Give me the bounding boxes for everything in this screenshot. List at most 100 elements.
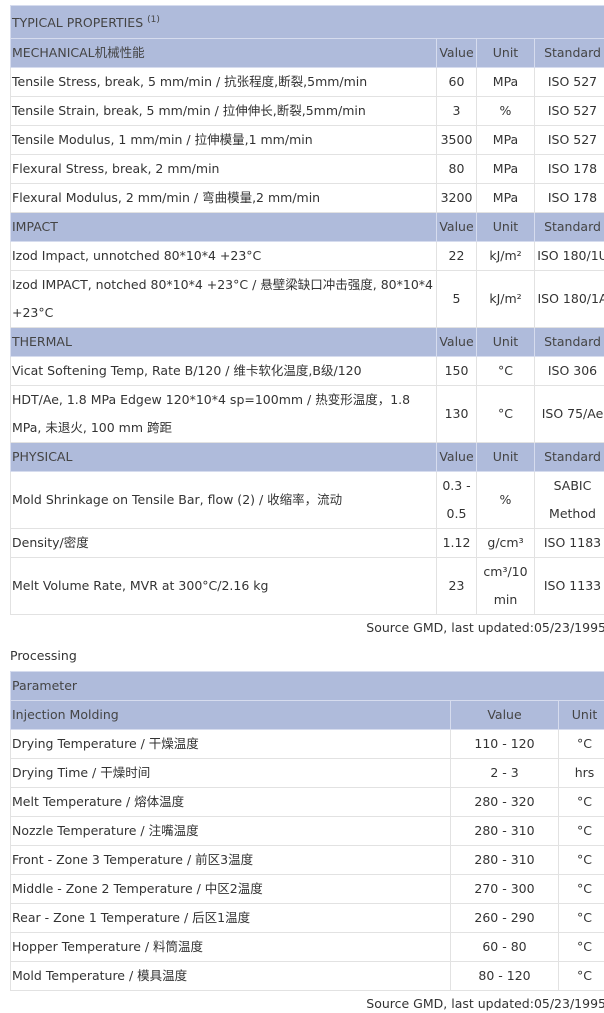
section-header-row: PHYSICAL Value Unit Standard	[10, 442, 604, 472]
property-name: Tensile Stress, break, 5 mm/min / 抗张程度,断…	[10, 67, 437, 97]
property-name: Tensile Modulus, 1 mm/min / 拉伸模量,1 mm/mi…	[10, 125, 437, 155]
standard-header: Standard	[534, 38, 604, 68]
parameter-unit: °C	[557, 816, 604, 846]
value-header: Value	[436, 38, 477, 68]
property-name: Flexural Stress, break, 2 mm/min	[10, 154, 437, 184]
table-row: Flexural Stress, break, 2 mm/min 80 MPa ISO…	[10, 154, 604, 184]
table-row: Rear - Zone 1 Temperature / 后区1温度 260 - 2…	[10, 903, 604, 933]
parameter-unit: °C	[557, 874, 604, 904]
table-row: Mold Shrinkage on Tensile Bar, flow (2) …	[10, 471, 604, 529]
property-value: 0.3 - 0.5	[436, 471, 477, 529]
parameter-value: 280 - 320	[450, 787, 559, 817]
unit-header: Unit	[557, 700, 604, 730]
table-row: Izod Impact, unnotched 80*10*4 +23°C 22 kJ…	[10, 241, 604, 271]
table-row: Hopper Temperature / 料筒温度 60 - 80 °C	[10, 932, 604, 962]
parameter-unit: hrs	[557, 758, 604, 788]
section-name: IMPACT	[10, 212, 437, 242]
processing-heading: Processing	[10, 648, 77, 663]
property-value: 3	[436, 96, 477, 126]
parameter-value: 280 - 310	[450, 816, 559, 846]
property-value: 80	[436, 154, 477, 184]
table-row: Middle - Zone 2 Temperature / 中区2温度 270 -…	[10, 874, 604, 904]
parameter-unit: °C	[557, 787, 604, 817]
section-header-row: Injection Molding Value Unit	[10, 700, 604, 730]
parameter-value: 270 - 300	[450, 874, 559, 904]
parameter-name: Hopper Temperature / 料筒温度	[10, 932, 451, 962]
table-row: Melt Temperature / 熔体温度 280 - 320 °C	[10, 787, 604, 817]
parameter-value: 80 - 120	[450, 961, 559, 991]
property-standard: ISO 527	[534, 67, 604, 97]
value-header: Value	[450, 700, 559, 730]
parameter-name: Nozzle Temperature / 注嘴温度	[10, 816, 451, 846]
parameter-value: 260 - 290	[450, 903, 559, 933]
table-row: Front - Zone 3 Temperature / 前区3温度 280 - …	[10, 845, 604, 875]
property-value: 22	[436, 241, 477, 271]
typical-properties-table: TYPICAL PROPERTIES (1) MECHANICAL机械性能 Val…	[10, 5, 604, 615]
unit-header: Unit	[476, 38, 535, 68]
processing-source-note: Source GMD, last updated:05/23/1995	[366, 996, 604, 1011]
property-value: 150	[436, 356, 477, 386]
section-name: PHYSICAL	[10, 442, 437, 472]
table-row: Mold Temperature / 模具温度 80 - 120 °C	[10, 961, 604, 991]
property-standard: ISO 1133	[534, 557, 604, 615]
property-unit: °C	[476, 385, 535, 443]
property-name: Melt Volume Rate, MVR at 300°C/2.16 kg	[10, 557, 437, 615]
section-name: MECHANICAL机械性能	[10, 38, 437, 68]
property-standard: ISO 178	[534, 183, 604, 213]
table-row: Izod IMPACT, notched 80*10*4 +23°C / 悬壁梁…	[10, 270, 604, 328]
parameter-value: 60 - 80	[450, 932, 559, 962]
property-unit: %	[476, 96, 535, 126]
processing-table: Parameter Injection Molding Value Unit Dry…	[9, 671, 604, 991]
property-value: 3200	[436, 183, 477, 213]
property-value: 60	[436, 67, 477, 97]
property-unit: %	[476, 471, 535, 529]
unit-header: Unit	[476, 212, 535, 242]
property-unit: kJ/m²	[476, 241, 535, 271]
property-standard: SABIC Method	[534, 471, 604, 529]
property-value: 130	[436, 385, 477, 443]
property-name: Flexural Modulus, 2 mm/min / 弯曲模量,2 mm/m…	[10, 183, 437, 213]
property-unit: °C	[476, 356, 535, 386]
section-name: Injection Molding	[10, 700, 451, 730]
parameter-value: 2 - 3	[450, 758, 559, 788]
section-header-row: THERMAL Value Unit Standard	[10, 327, 604, 357]
parameter-name: Drying Temperature / 干燥温度	[10, 729, 451, 759]
property-name: Izod Impact, unnotched 80*10*4 +23°C	[10, 241, 437, 271]
property-standard: ISO 527	[534, 96, 604, 126]
standard-header: Standard	[534, 327, 604, 357]
property-unit: MPa	[476, 67, 535, 97]
property-unit: kJ/m²	[476, 270, 535, 328]
property-unit: MPa	[476, 183, 535, 213]
property-name: Mold Shrinkage on Tensile Bar, flow (2) …	[10, 471, 437, 529]
property-standard: ISO 306	[534, 356, 604, 386]
parameter-value: 280 - 310	[450, 845, 559, 875]
unit-header: Unit	[476, 327, 535, 357]
table-title-row: TYPICAL PROPERTIES (1)	[10, 5, 604, 39]
property-standard: ISO 180/1U	[534, 241, 604, 271]
property-name: Tensile Strain, break, 5 mm/min / 拉伸伸长,断…	[10, 96, 437, 126]
table-row: Density/密度 1.12 g/cm³ ISO 1183	[10, 528, 604, 558]
property-value: 1.12	[436, 528, 477, 558]
property-value: 23	[436, 557, 477, 615]
property-standard: ISO 178	[534, 154, 604, 184]
parameter-name: Melt Temperature / 熔体温度	[10, 787, 451, 817]
title-footnote: (1)	[147, 15, 160, 26]
property-standard: ISO 1183	[534, 528, 604, 558]
source-note: Source GMD, last updated:05/23/1995	[366, 620, 604, 635]
table-title: TYPICAL PROPERTIES	[12, 15, 144, 31]
parameter-name: Middle - Zone 2 Temperature / 中区2温度	[10, 874, 451, 904]
parameter-unit: °C	[557, 729, 604, 759]
property-name: Density/密度	[10, 528, 437, 558]
table-row: Tensile Strain, break, 5 mm/min / 拉伸伸长,断…	[10, 96, 604, 126]
table-row: HDT/Ae, 1.8 MPa Edgew 120*10*4 sp=100mm …	[10, 385, 604, 443]
table-row: Drying Temperature / 干燥温度 110 - 120 °C	[10, 729, 604, 759]
unit-header: Unit	[476, 442, 535, 472]
parameter-header-row: Parameter	[9, 671, 604, 701]
property-value: 3500	[436, 125, 477, 155]
section-name: THERMAL	[10, 327, 437, 357]
parameter-name: Drying Time / 干燥时间	[10, 758, 451, 788]
property-name: HDT/Ae, 1.8 MPa Edgew 120*10*4 sp=100mm …	[10, 385, 437, 443]
property-value: 5	[436, 270, 477, 328]
table-row: Drying Time / 干燥时间 2 - 3 hrs	[10, 758, 604, 788]
table-row: Nozzle Temperature / 注嘴温度 280 - 310 °C	[10, 816, 604, 846]
